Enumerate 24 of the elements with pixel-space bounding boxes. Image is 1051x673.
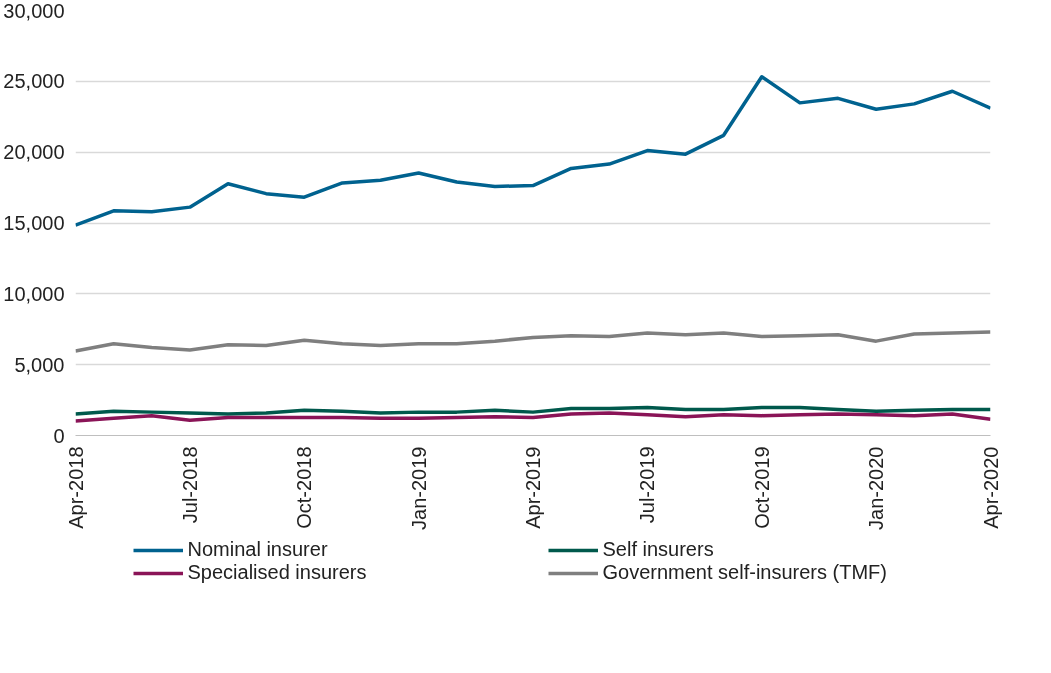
y-tick-label: 30,000: [3, 0, 65, 22]
line-series: [75, 405, 991, 416]
x-tick-label: Apr-2020: [979, 446, 1002, 529]
y-tick-label: 15,000: [3, 212, 65, 234]
y-tick-label: 5,000: [14, 353, 65, 376]
line-series: [75, 411, 991, 423]
x-tick-label: Apr-2019: [522, 446, 544, 529]
line-series: [75, 75, 991, 227]
legend-label: Specialised insurers: [187, 561, 368, 584]
x-tick-label: Jan-2020: [865, 446, 888, 530]
y-tick-label: 10,000: [3, 282, 65, 305]
y-tick-label: 25,000: [3, 70, 65, 93]
y-tick-label: 0: [53, 424, 65, 447]
x-tick-label: Apr-2018: [64, 446, 87, 529]
x-tick-label: Jan-2019: [407, 446, 430, 530]
legend-label: Self insurers: [602, 538, 715, 561]
line-series: [75, 330, 991, 353]
legend-label: Government self-insurers (TMF): [602, 561, 888, 584]
x-tick-label: Jul-2019: [636, 446, 659, 524]
y-tick-label: 20,000: [3, 141, 65, 164]
x-tick-label: Jul-2018: [178, 446, 201, 524]
x-tick-label: Oct-2019: [750, 446, 773, 529]
x-tick-label: Oct-2018: [293, 446, 316, 529]
legend-label: Nominal insurer: [187, 538, 329, 561]
